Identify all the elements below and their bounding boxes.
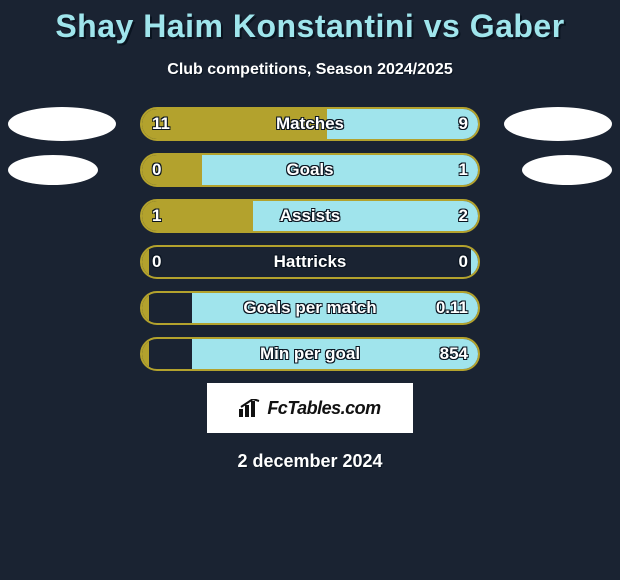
branding-text: FcTables.com <box>267 398 380 419</box>
date-label: 2 december 2024 <box>0 451 620 472</box>
bar-track <box>140 153 480 187</box>
bar-left-fill <box>142 247 149 277</box>
bar-track <box>140 337 480 371</box>
stat-row-matches: 11 Matches 9 <box>0 107 620 141</box>
bar-right-fill <box>471 247 478 277</box>
chart-icon <box>239 399 261 417</box>
player-left-avatar <box>8 107 116 141</box>
bar-track <box>140 107 480 141</box>
stat-row-hattricks: 0 Hattricks 0 <box>0 245 620 279</box>
stat-row-assists: 1 Assists 2 <box>0 199 620 233</box>
bar-right-fill <box>192 293 478 323</box>
bar-right-fill <box>192 339 478 369</box>
branding-badge: FcTables.com <box>207 383 413 433</box>
bar-right-fill <box>327 109 478 139</box>
comparison-infographic: Shay Haim Konstantini vs Gaber Club comp… <box>0 8 620 580</box>
bar-left-fill <box>142 109 327 139</box>
bar-left-fill <box>142 339 149 369</box>
bar-left-fill <box>142 201 253 231</box>
bar-right-fill <box>202 155 478 185</box>
bar-right-fill <box>253 201 478 231</box>
stats-chart: 11 Matches 9 0 Goals 1 1 Assists 2 <box>0 107 620 371</box>
stat-row-goals-per-match: Goals per match 0.11 <box>0 291 620 325</box>
stat-row-goals: 0 Goals 1 <box>0 153 620 187</box>
bar-track <box>140 291 480 325</box>
page-title: Shay Haim Konstantini vs Gaber <box>0 8 620 45</box>
bar-left-fill <box>142 293 149 323</box>
player-right-avatar <box>504 107 612 141</box>
player-left-avatar-small <box>8 155 98 185</box>
stat-row-min-per-goal: Min per goal 854 <box>0 337 620 371</box>
player-right-avatar-small <box>522 155 612 185</box>
bar-track <box>140 245 480 279</box>
bar-track <box>140 199 480 233</box>
bar-left-fill <box>142 155 202 185</box>
page-subtitle: Club competitions, Season 2024/2025 <box>0 61 620 79</box>
